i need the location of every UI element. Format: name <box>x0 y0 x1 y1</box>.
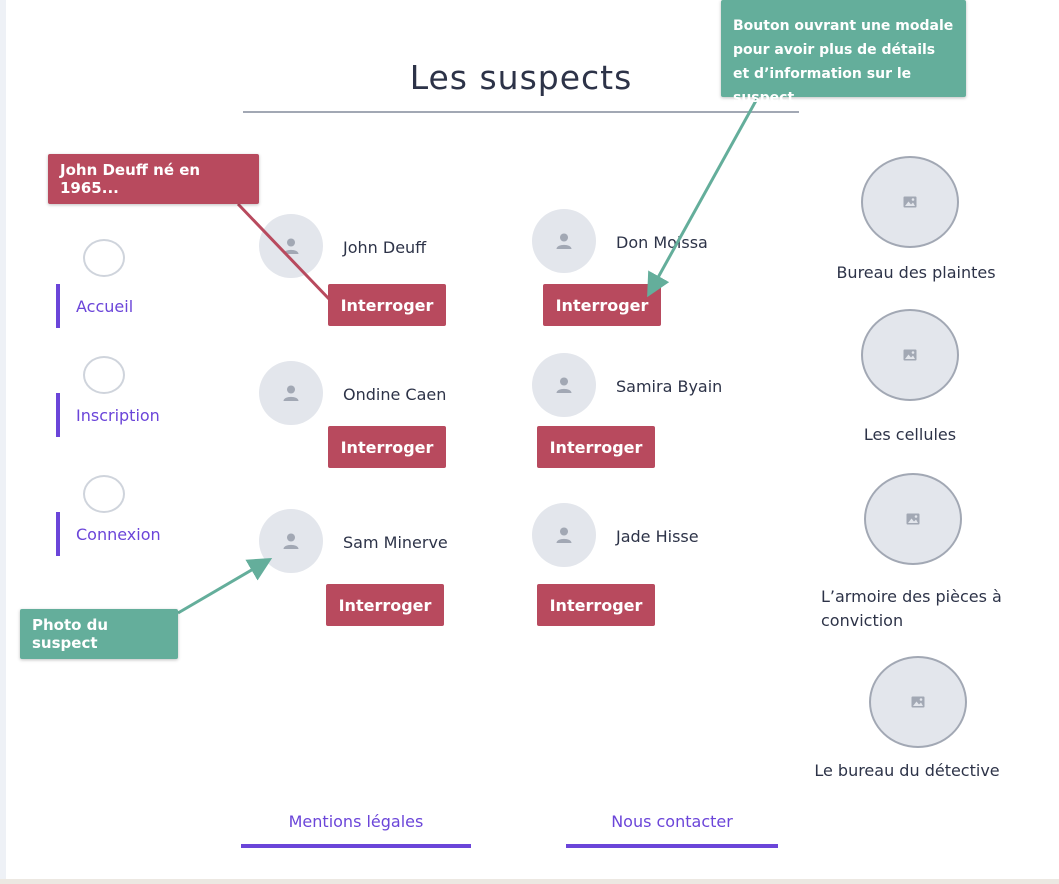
nav-item-accueil[interactable]: Accueil <box>56 284 133 328</box>
room-label: Bureau des plaintes <box>836 263 996 282</box>
room-label: Le bureau du détective <box>814 761 1000 780</box>
suspect-photo <box>259 214 323 278</box>
interroger-button[interactable]: Interroger <box>328 426 446 468</box>
nav-item-label: Accueil <box>76 296 134 316</box>
footer-link-mentions-legales[interactable]: Mentions légales <box>288 812 424 831</box>
nav-inscription-icon <box>83 356 125 394</box>
interroger-button[interactable]: Interroger <box>326 584 444 626</box>
nav-connexion-icon <box>83 475 125 513</box>
footer-underline <box>566 844 778 848</box>
annotation-arrow-photo <box>177 557 273 615</box>
image-icon <box>903 349 917 361</box>
suspect-name: Jade Hisse <box>616 527 699 546</box>
suspect-photo <box>532 503 596 567</box>
suspect-photo <box>259 509 323 573</box>
suspect-name: John Deuff <box>343 238 427 257</box>
room-bureau-plaintes[interactable] <box>861 156 959 248</box>
user-icon <box>283 238 299 254</box>
suspect-photo <box>259 361 323 425</box>
suspect-photo <box>532 209 596 273</box>
room-armoire-pieces[interactable] <box>864 473 962 565</box>
suspect-name: Don Moissa <box>616 233 708 252</box>
image-icon <box>903 196 917 208</box>
suspect-name: Ondine Caen <box>343 385 447 404</box>
suspect-photo <box>532 353 596 417</box>
nav-item-label: Inscription <box>76 405 160 425</box>
user-icon <box>556 377 572 393</box>
interroger-button[interactable]: Interroger <box>543 284 661 326</box>
room-label: Les cellules <box>863 425 957 444</box>
page-title: Les suspects <box>409 58 633 97</box>
interroger-button[interactable]: Interroger <box>537 426 655 468</box>
bottom-edge-strip <box>0 879 1059 884</box>
title-divider <box>243 111 799 113</box>
interroger-button[interactable]: Interroger <box>328 284 446 326</box>
user-icon <box>283 533 299 549</box>
suspect-name: Samira Byain <box>616 377 723 396</box>
nav-item-inscription[interactable]: Inscription <box>56 393 160 437</box>
room-label: L’armoire des pièces à conviction <box>821 587 1002 630</box>
user-icon <box>556 527 572 543</box>
suspect-name: Sam Minerve <box>343 533 448 552</box>
annotation-modal: Bouton ouvrant une modale pour avoir plu… <box>721 0 966 106</box>
room-cellules[interactable] <box>861 309 959 401</box>
nav-item-label: Connexion <box>76 524 161 544</box>
room-bureau-detective[interactable] <box>869 656 967 748</box>
footer-underline <box>241 844 471 848</box>
interroger-button[interactable]: Interroger <box>537 584 655 626</box>
user-icon <box>556 233 572 249</box>
annotation-photo: Photo du suspect <box>20 609 178 659</box>
footer-link-nous-contacter[interactable]: Nous contacter <box>611 812 733 831</box>
image-icon <box>911 696 925 708</box>
nav-item-connexion[interactable]: Connexion <box>56 512 161 556</box>
user-icon <box>283 385 299 401</box>
image-icon <box>906 513 920 525</box>
left-edge-strip <box>0 0 6 884</box>
nav-accueil-icon <box>83 239 125 277</box>
annotation-bio: John Deuff né en 1965... <box>48 154 259 204</box>
annotation-arrow-modal <box>647 96 760 298</box>
